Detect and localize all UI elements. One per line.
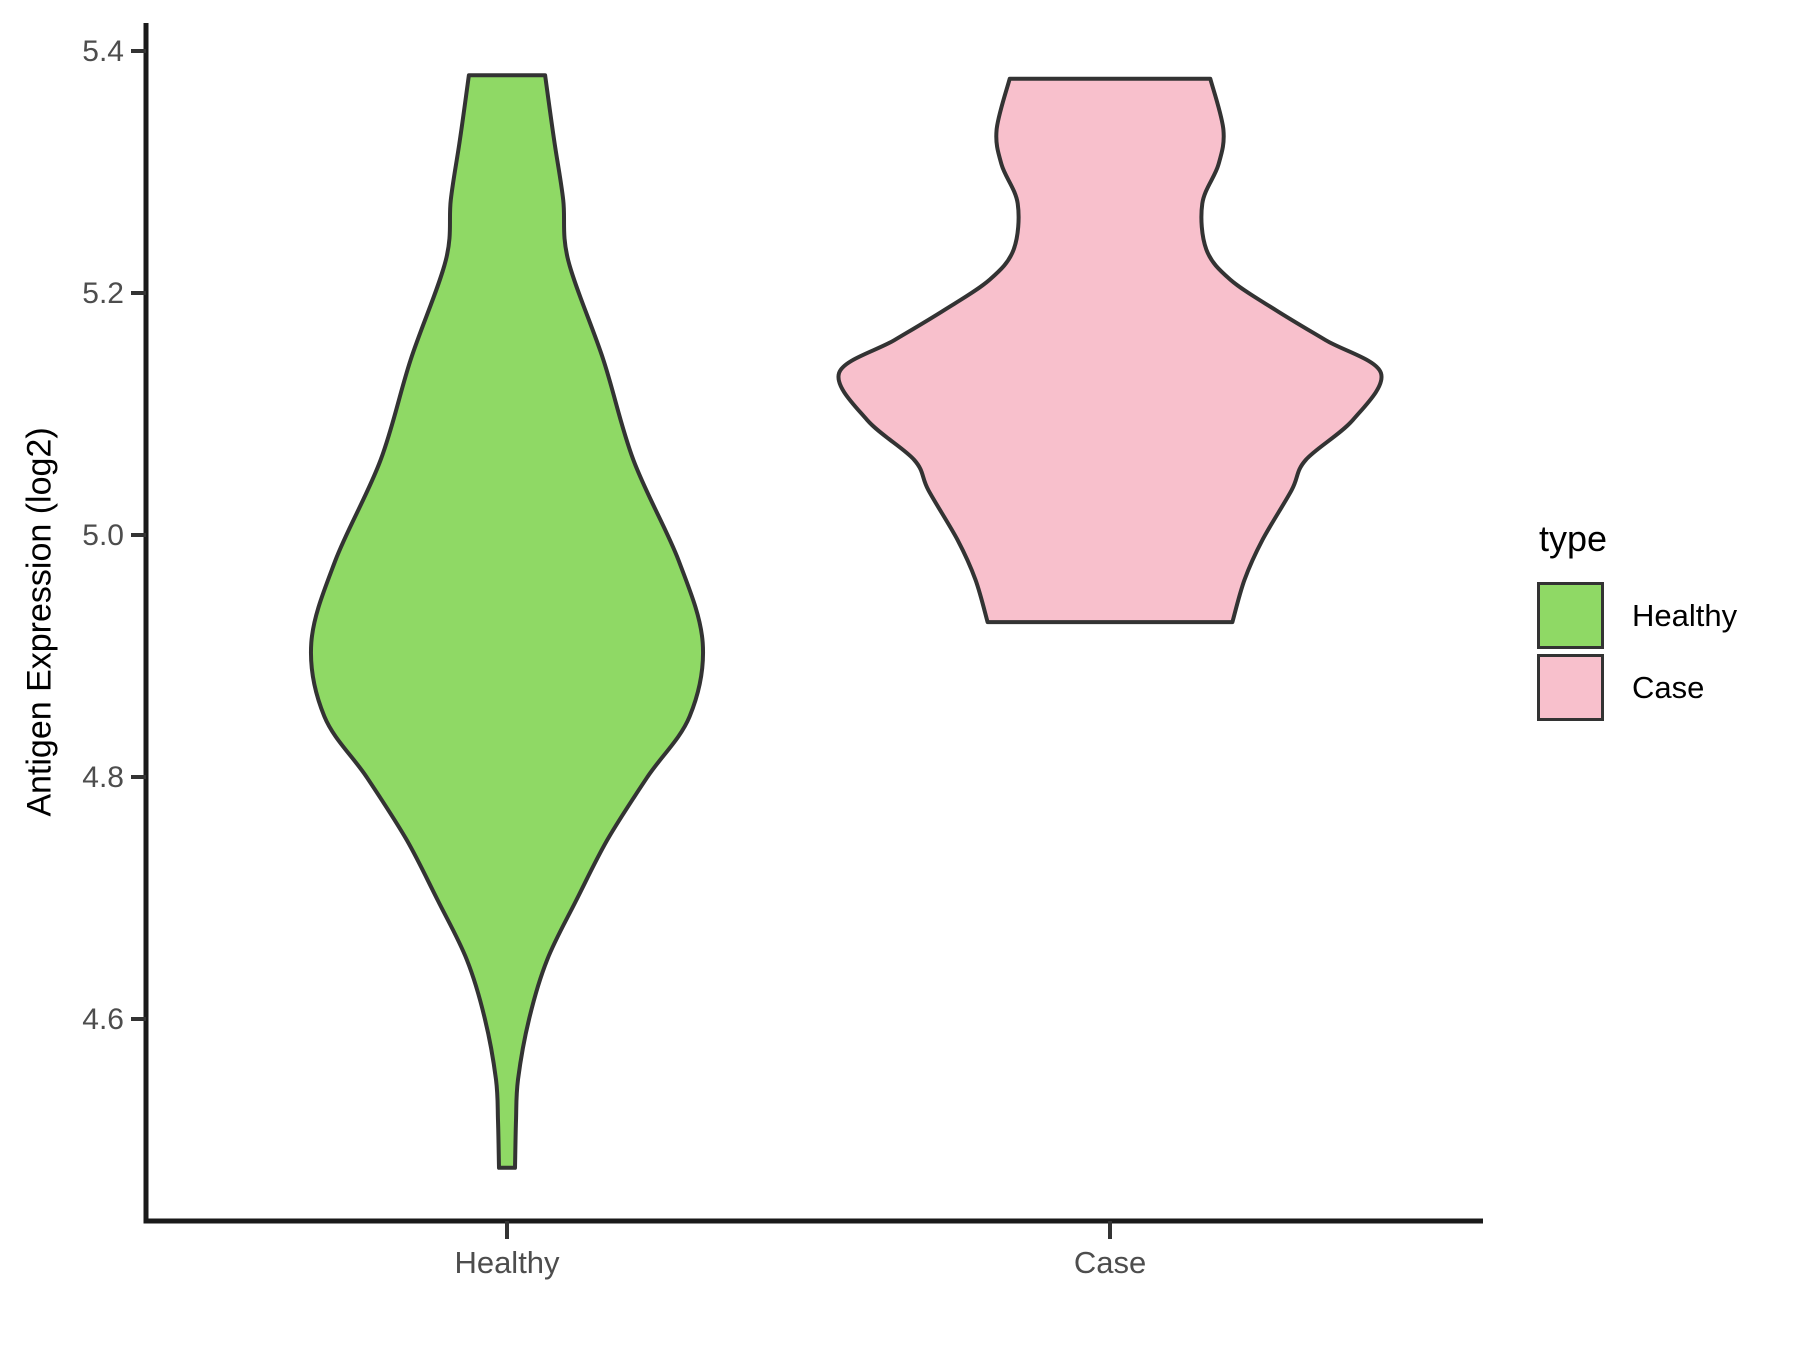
x-category-label: Case — [1074, 1245, 1146, 1280]
legend-label: Case — [1632, 669, 1705, 705]
y-tick-label: 5.2 — [82, 277, 124, 310]
x-category-label: Healthy — [454, 1245, 560, 1280]
y-axis-title: Antigen Expression (log2) — [20, 427, 59, 817]
legend-row-healthy: Healthy — [1537, 582, 1737, 649]
y-tick-label: 4.6 — [82, 1003, 124, 1036]
legend-items: Healthy Case — [1537, 582, 1737, 721]
y-tick-label: 5.4 — [82, 35, 124, 68]
violin-case — [836, 76, 1384, 625]
y-tick-label: 4.8 — [82, 761, 124, 794]
legend-title: type — [1539, 518, 1608, 559]
violin-healthy — [308, 73, 706, 1170]
legend-swatch-healthy — [1537, 582, 1604, 649]
legend-row-case: Case — [1537, 654, 1737, 721]
legend-swatch-case — [1537, 654, 1604, 721]
legend: type Healthy Case — [1537, 518, 1737, 726]
legend-label: Healthy — [1632, 597, 1738, 633]
y-tick-label: 5.0 — [82, 519, 124, 552]
